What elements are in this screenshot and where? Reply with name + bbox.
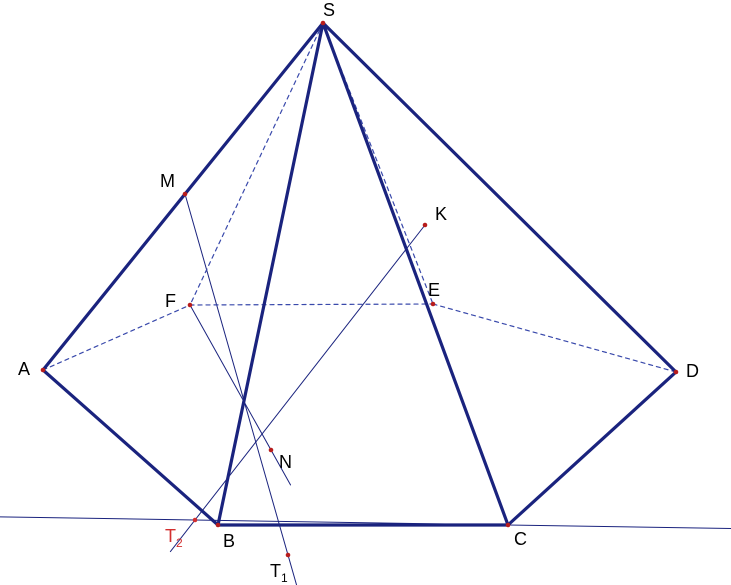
point-T2	[193, 518, 198, 523]
label-S: S	[323, 0, 335, 20]
edge-S-D	[323, 23, 676, 372]
edge-S-C	[323, 23, 508, 525]
dashed-F-E	[190, 304, 433, 305]
label-C: C	[514, 529, 527, 549]
label-M: M	[160, 171, 175, 191]
label-T1: T1	[270, 561, 288, 585]
dashed-edges-layer	[43, 23, 676, 372]
dashed-A-F	[43, 305, 190, 370]
point-E	[431, 302, 436, 307]
edge-S-A	[43, 23, 323, 370]
points-layer	[41, 21, 679, 558]
label-F: F	[165, 291, 176, 311]
point-A	[41, 368, 46, 373]
label-D: D	[686, 361, 699, 381]
thin-K-T2	[170, 225, 425, 552]
edge-A-B	[43, 370, 218, 525]
point-C	[506, 523, 511, 528]
point-M	[183, 192, 188, 197]
point-D	[674, 370, 679, 375]
label-N: N	[279, 452, 292, 472]
point-B	[216, 523, 221, 528]
edge-C-D	[508, 372, 676, 525]
solid-edges-layer	[43, 23, 676, 525]
thin-F-N	[190, 305, 291, 485]
label-B: B	[223, 531, 235, 551]
baseline-layer	[0, 517, 731, 529]
baseline	[0, 517, 731, 529]
point-K	[423, 223, 428, 228]
label-K: K	[435, 204, 447, 224]
label-E: E	[428, 280, 440, 300]
geometry-diagram: SMKFEADBCNT1T2	[0, 0, 731, 585]
point-S	[321, 21, 326, 26]
label-A: A	[18, 359, 30, 379]
point-N	[269, 448, 274, 453]
point-F	[188, 303, 193, 308]
point-T1	[286, 553, 291, 558]
